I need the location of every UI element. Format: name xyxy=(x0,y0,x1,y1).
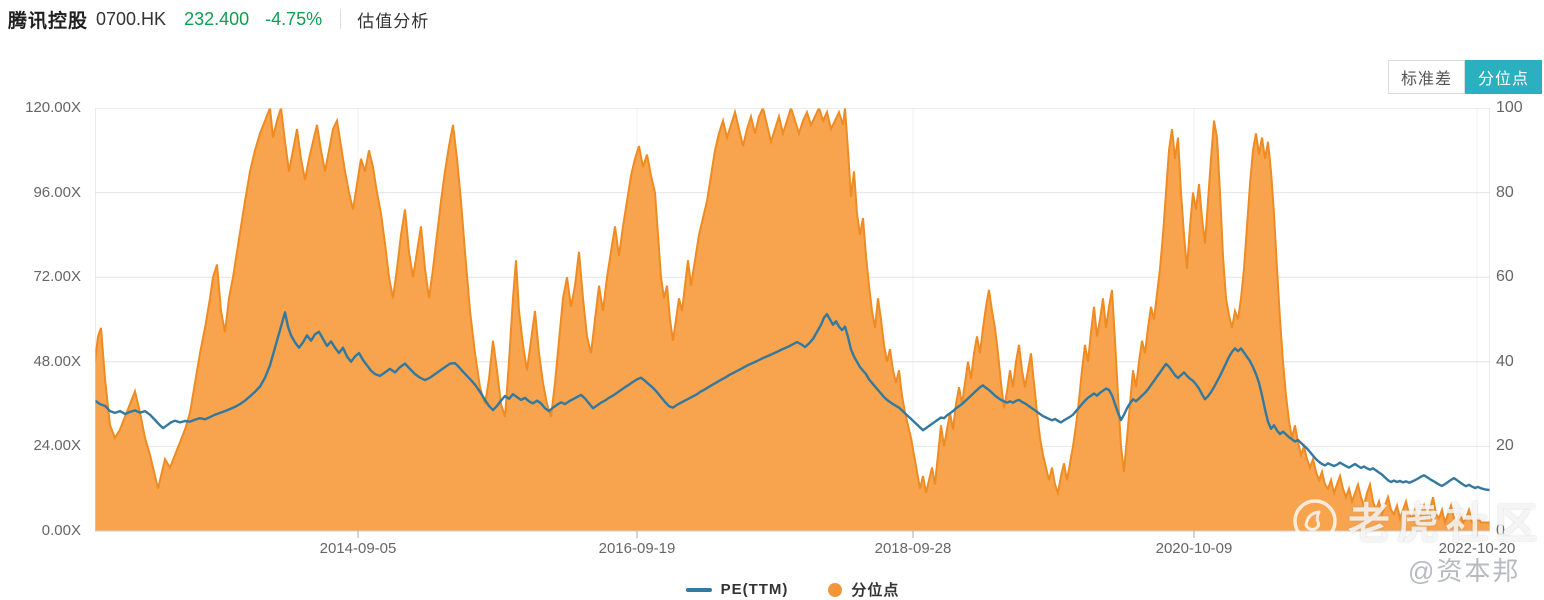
chart-mode-toggle: 标准差 分位点 xyxy=(1388,60,1543,94)
y-axis-right-label: 40 xyxy=(1496,352,1514,370)
y-axis-left-label: 72.00X xyxy=(33,268,81,286)
watermark-handle-text: @资本邦 xyxy=(1408,556,1521,586)
stock-change-percent: -4.75% xyxy=(265,8,323,29)
y-axis-right-label: 80 xyxy=(1496,183,1514,201)
pe-line-marker-icon xyxy=(685,587,712,592)
y-axis-right-label: 100 xyxy=(1496,99,1523,116)
y-axis-right-label: 0 xyxy=(1496,522,1505,539)
header-divider xyxy=(340,9,342,29)
tab-valuation-analysis[interactable]: 估值分析 xyxy=(357,11,430,31)
y-axis-right-label: 20 xyxy=(1496,437,1514,455)
legend-percentile-label: 分位点 xyxy=(851,582,900,599)
chart-legend: PE(TTM) 分位点 xyxy=(95,579,1490,600)
legend-pe-label: PE(TTM) xyxy=(720,581,789,598)
y-axis-left-label: 48.00X xyxy=(33,352,81,370)
y-axis-left-label: 120.00X xyxy=(25,99,81,116)
legend-item-percentile[interactable]: 分位点 xyxy=(828,579,899,600)
stock-name: 腾讯控股 xyxy=(8,10,89,32)
x-axis-label: 2014-09-05 xyxy=(319,540,397,557)
stock-price: 232.400 xyxy=(184,8,250,29)
x-axis-label: 2020-10-09 xyxy=(1155,540,1233,557)
valuation-chart-plot-area[interactable] xyxy=(95,108,1490,538)
y-axis-left-label: 96.00X xyxy=(33,183,81,201)
stock-ticker: 0700.HK xyxy=(96,8,167,29)
std-dev-button[interactable]: 标准差 xyxy=(1388,60,1466,94)
x-axis-label: 2022-10-20 xyxy=(1438,540,1516,557)
percentile-dot-marker-icon xyxy=(828,582,843,597)
chart-canvas[interactable] xyxy=(95,108,1490,538)
x-axis-label: 2018-09-28 xyxy=(874,540,952,557)
header: 腾讯控股 0700.HK 232.400 -4.75% 估值分析 xyxy=(0,0,1544,38)
y-axis-right-label: 60 xyxy=(1496,268,1514,286)
x-axis-label: 2016-09-19 xyxy=(598,540,676,557)
y-axis-left-label: 0.00X xyxy=(41,522,81,539)
percentile-button[interactable]: 分位点 xyxy=(1465,60,1543,94)
legend-item-pe-ttm[interactable]: PE(TTM) xyxy=(685,579,789,600)
y-axis-left-label: 24.00X xyxy=(33,437,81,455)
